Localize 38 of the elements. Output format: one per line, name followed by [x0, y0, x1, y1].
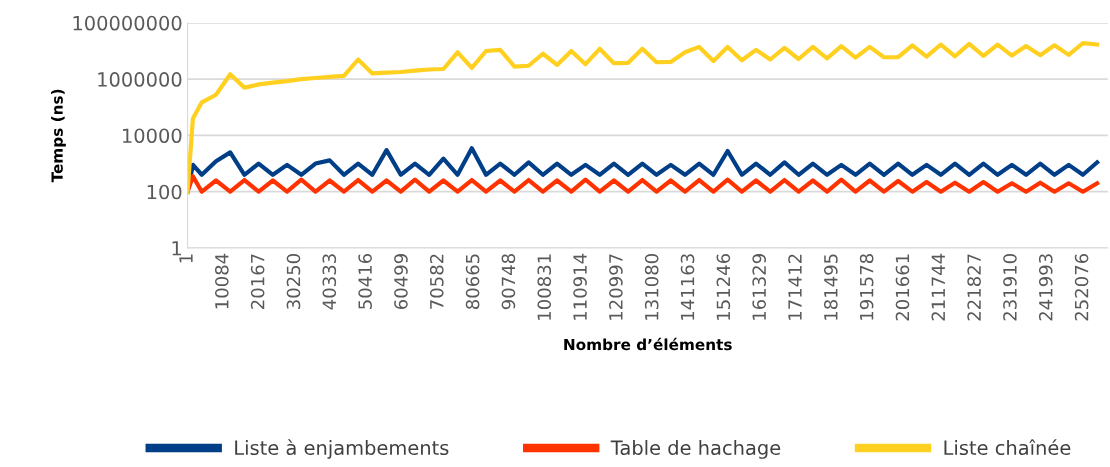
x-tick-label: 252076	[1074, 253, 1089, 321]
x-tick-label: 151246	[716, 253, 731, 320]
x-tick-label: 120997	[609, 254, 623, 320]
line-series	[187, 174, 1100, 194]
x-tick-label: 60499	[394, 254, 408, 310]
x-tick-label: 221827	[967, 254, 981, 321]
x-tick-label: 161329	[752, 254, 767, 320]
x-tick-label: 1	[179, 254, 193, 263]
legend-label: Liste à enjambements	[235, 439, 449, 459]
x-tick-label: 110914	[573, 253, 587, 320]
x-tick-label: 211744	[931, 253, 945, 321]
x-tick-label: 30250	[286, 254, 301, 309]
x-tick-label: 131080	[644, 254, 659, 320]
y-tick-label: 1	[172, 241, 181, 256]
x-tick-label: 241993	[1038, 254, 1053, 321]
y-tick-label: 100000000	[73, 15, 182, 31]
x-tick-label: 171412	[788, 254, 802, 320]
legend-label: Liste chaînée	[944, 439, 1071, 456]
x-tick-label: 70582	[429, 254, 444, 309]
x-tick-label: 80665	[465, 254, 480, 310]
x-tick-label: 201661	[895, 254, 910, 321]
legend-label: Table de hachage	[610, 440, 781, 459]
x-tick-label: 141163	[680, 254, 695, 320]
line-series	[187, 41, 1100, 194]
x-axis-title: Nombre d’éléments	[564, 337, 732, 351]
y-tick-label: 1000000	[98, 72, 182, 87]
x-tick-label: 181495	[824, 254, 838, 320]
x-tick-label: 40333	[322, 254, 337, 310]
x-tick-label: 90748	[501, 254, 516, 310]
y-tick-label: 10000	[123, 128, 182, 144]
x-tick-label: 191578	[859, 254, 874, 320]
x-tick-label: 20167	[250, 254, 265, 309]
x-tick-label: 231910	[1003, 254, 1017, 321]
x-tick-label: 10084	[215, 253, 229, 309]
y-tick-label: 100	[147, 184, 182, 200]
x-tick-label: 100831	[537, 254, 552, 320]
y-axis-title: Temps (ns)	[51, 89, 66, 183]
x-tick-label: 50416	[358, 253, 372, 309]
